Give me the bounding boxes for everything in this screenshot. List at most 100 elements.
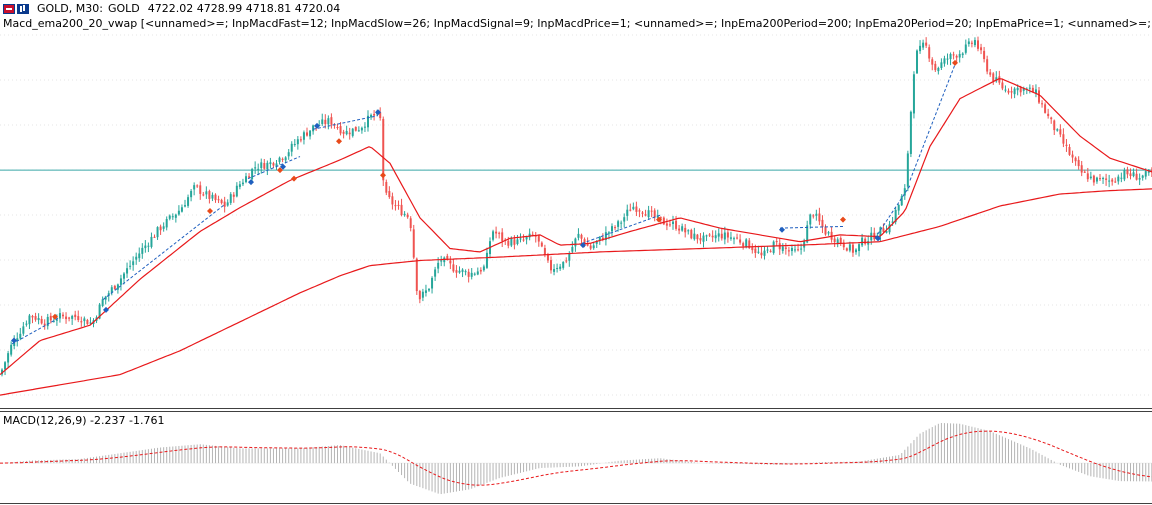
candle bbox=[519, 233, 522, 243]
pane-frame bbox=[0, 408, 1152, 504]
candle-body bbox=[49, 315, 52, 321]
buy-signal-marker[interactable] bbox=[280, 163, 286, 170]
candle-body bbox=[110, 287, 113, 293]
candle bbox=[327, 115, 330, 130]
main-price-pane[interactable] bbox=[0, 34, 1152, 396]
candle-body bbox=[855, 249, 857, 253]
candle-body bbox=[498, 232, 501, 234]
candle-body bbox=[574, 238, 577, 247]
candle-body bbox=[833, 238, 836, 243]
candle-body bbox=[251, 169, 254, 180]
candle bbox=[455, 265, 458, 278]
candle bbox=[199, 181, 202, 200]
sell-signal-marker[interactable] bbox=[656, 216, 662, 223]
vwap-segment[interactable] bbox=[247, 156, 301, 180]
buy-signal-marker[interactable] bbox=[580, 242, 586, 249]
ema20-line[interactable] bbox=[0, 78, 1152, 376]
candle-body bbox=[1004, 89, 1007, 91]
candle bbox=[1062, 128, 1065, 148]
buy-signal-marker[interactable] bbox=[779, 226, 785, 233]
candle-body bbox=[363, 126, 366, 128]
vwap-segment[interactable] bbox=[11, 317, 59, 345]
vwap-segment[interactable] bbox=[874, 185, 911, 239]
sell-signal-marker[interactable] bbox=[840, 216, 846, 223]
candle-body bbox=[955, 55, 958, 58]
candle-body bbox=[614, 227, 617, 229]
sell-signal-marker[interactable] bbox=[52, 313, 58, 320]
chart-window-icon[interactable] bbox=[3, 4, 15, 14]
candle bbox=[1147, 168, 1150, 176]
candle bbox=[293, 139, 296, 147]
data-window-icon[interactable] bbox=[17, 4, 29, 14]
candle-body bbox=[467, 271, 470, 277]
macd-signal-line[interactable] bbox=[0, 430, 1152, 486]
candle bbox=[31, 314, 34, 324]
sell-signal-marker[interactable] bbox=[952, 59, 958, 66]
candle bbox=[906, 150, 909, 192]
candle-body bbox=[537, 235, 540, 242]
vwap-segment[interactable] bbox=[909, 64, 956, 181]
candle bbox=[690, 228, 693, 240]
candle-body bbox=[1034, 89, 1037, 94]
candle-body bbox=[461, 269, 464, 272]
candle bbox=[156, 226, 159, 240]
candle bbox=[342, 129, 345, 139]
candle-body bbox=[147, 245, 150, 247]
candle-body bbox=[80, 321, 83, 323]
vwap-segment[interactable] bbox=[581, 213, 663, 244]
buy-signal-marker[interactable] bbox=[103, 306, 109, 313]
candle-body bbox=[190, 190, 193, 198]
candle-body bbox=[348, 132, 351, 135]
candle bbox=[458, 266, 461, 274]
candle-body bbox=[1099, 178, 1101, 180]
candle-body bbox=[1059, 129, 1062, 135]
candle bbox=[769, 249, 772, 253]
buy-signal-marker[interactable] bbox=[11, 337, 17, 344]
candle bbox=[940, 58, 943, 70]
buy-signal-marker[interactable] bbox=[875, 235, 881, 242]
candle bbox=[635, 201, 638, 217]
indicator-label[interactable]: Macd_ema200_20_vwap [<unnamed>=; InpMacd… bbox=[3, 18, 1152, 30]
candle-body bbox=[132, 261, 135, 266]
candle-body bbox=[748, 240, 751, 249]
candle-body bbox=[339, 126, 342, 134]
candle bbox=[1114, 177, 1117, 183]
candle-body bbox=[781, 246, 784, 251]
candle-body bbox=[638, 210, 641, 212]
sell-signal-marker[interactable] bbox=[277, 167, 283, 174]
candle-body bbox=[1095, 177, 1098, 182]
candle-body bbox=[909, 111, 912, 154]
candle-body bbox=[595, 241, 598, 244]
sell-signal-marker[interactable] bbox=[336, 138, 342, 145]
macd-label[interactable]: MACD(12,26,9) -2.237 -1.761 bbox=[3, 414, 165, 427]
candle bbox=[983, 46, 986, 63]
sell-signal-marker[interactable] bbox=[380, 172, 386, 179]
vwap-segment[interactable] bbox=[312, 115, 379, 130]
candle bbox=[955, 54, 958, 62]
candle bbox=[632, 202, 635, 211]
macd-indicator-pane[interactable] bbox=[0, 422, 1152, 495]
candle-body bbox=[1086, 173, 1089, 180]
buy-signal-marker[interactable] bbox=[375, 109, 381, 116]
candle bbox=[174, 213, 177, 223]
candle bbox=[409, 216, 412, 232]
candle bbox=[37, 313, 40, 325]
vwap-segment[interactable] bbox=[779, 225, 846, 229]
candle-body bbox=[662, 217, 665, 225]
candle-body bbox=[330, 117, 333, 125]
vwap-segment[interactable] bbox=[102, 203, 226, 301]
candle-body bbox=[421, 291, 424, 298]
candle bbox=[107, 290, 110, 302]
ema200-line[interactable] bbox=[0, 188, 1152, 396]
candle-body bbox=[208, 191, 211, 199]
sell-signal-marker[interactable] bbox=[291, 175, 297, 182]
buy-signal-marker[interactable] bbox=[248, 179, 254, 186]
sell-signal-marker[interactable] bbox=[207, 208, 213, 215]
candle-body bbox=[726, 232, 729, 238]
candle-body bbox=[565, 260, 568, 262]
buy-signal-marker[interactable] bbox=[314, 122, 320, 129]
candle-body bbox=[260, 162, 263, 169]
candle bbox=[171, 213, 174, 220]
candle bbox=[714, 230, 717, 243]
